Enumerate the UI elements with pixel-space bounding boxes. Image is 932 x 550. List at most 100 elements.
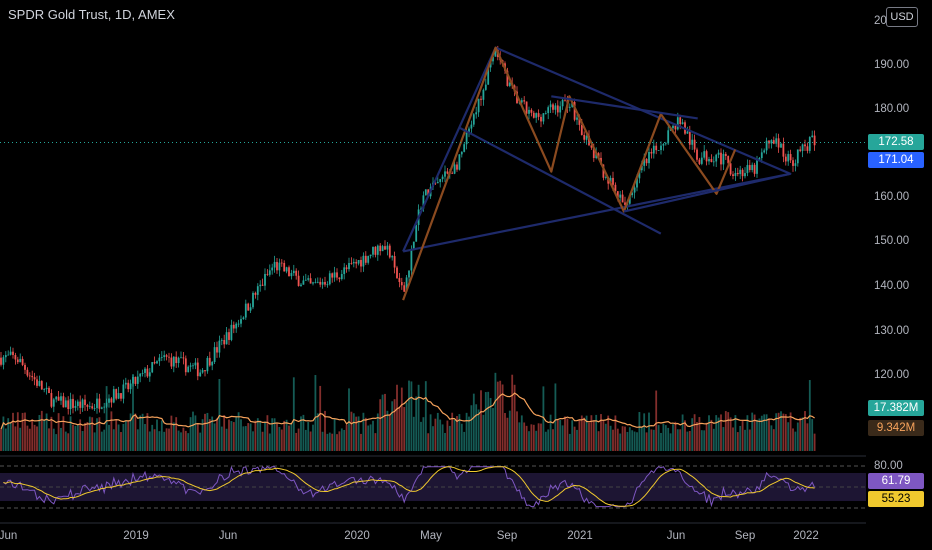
volume-bar bbox=[602, 420, 605, 451]
channel-line bbox=[551, 95, 698, 120]
volume-bar bbox=[141, 413, 144, 451]
volume-bar bbox=[364, 417, 367, 451]
volume-bar bbox=[381, 394, 384, 451]
volume-bar bbox=[453, 419, 456, 451]
candle-body bbox=[232, 324, 235, 329]
volume-bar bbox=[684, 420, 686, 451]
volume-bar bbox=[434, 418, 437, 451]
candle-body bbox=[31, 376, 34, 378]
candle-body bbox=[506, 70, 509, 86]
volume-bar bbox=[537, 423, 540, 451]
candle-body bbox=[672, 125, 674, 129]
volume-bar bbox=[69, 416, 72, 451]
candle-body bbox=[655, 145, 658, 151]
volume-bar bbox=[196, 424, 199, 451]
volume-bar bbox=[136, 429, 139, 451]
volume-bar bbox=[628, 427, 631, 451]
candle-body bbox=[420, 208, 422, 210]
candle-body bbox=[679, 117, 682, 125]
currency-button[interactable]: USD bbox=[886, 7, 918, 27]
volume-bar bbox=[804, 411, 806, 451]
volume-bar bbox=[523, 422, 526, 451]
candle-body bbox=[326, 284, 329, 286]
candle-body bbox=[288, 267, 290, 277]
candle-body bbox=[376, 245, 379, 255]
volume-bar bbox=[451, 412, 454, 451]
volume-bar bbox=[504, 412, 506, 451]
volume-bar bbox=[691, 418, 694, 451]
rsi-value-tag: 61.79 bbox=[868, 473, 924, 489]
volume-bar bbox=[619, 433, 622, 451]
volume-bar bbox=[588, 422, 590, 451]
volume-bar bbox=[345, 424, 348, 451]
volume-bar bbox=[432, 426, 434, 451]
candle-body bbox=[244, 303, 247, 318]
candle-body bbox=[540, 116, 542, 122]
candle-body bbox=[194, 362, 197, 366]
volume-bar bbox=[729, 417, 732, 451]
volume-bar bbox=[777, 412, 780, 451]
candle-body bbox=[804, 144, 806, 147]
price-axis-label: 180.00 bbox=[874, 103, 910, 115]
candle-body bbox=[424, 189, 427, 196]
volume-bar bbox=[321, 431, 324, 451]
candle-body bbox=[482, 89, 485, 100]
candle-body bbox=[396, 267, 398, 279]
candle-body bbox=[633, 187, 636, 193]
candle-body bbox=[362, 255, 365, 267]
volume-bar bbox=[465, 412, 468, 451]
candle-body bbox=[108, 398, 110, 403]
volume-bar bbox=[146, 413, 149, 451]
volume-bar bbox=[319, 385, 322, 451]
candle-body bbox=[19, 358, 22, 363]
volume-bar bbox=[314, 375, 317, 451]
volume-bar bbox=[508, 410, 511, 451]
volume-bar bbox=[223, 415, 226, 451]
candle-body bbox=[76, 401, 79, 406]
volume-bar bbox=[626, 431, 629, 451]
volume-bar bbox=[148, 431, 151, 451]
volume-bar bbox=[398, 407, 401, 451]
volume-bar bbox=[103, 429, 106, 451]
candle-body bbox=[172, 356, 175, 367]
volume-bar bbox=[412, 416, 415, 451]
volume-bar bbox=[122, 423, 125, 451]
candle-body bbox=[532, 112, 535, 118]
candle-body bbox=[787, 154, 790, 162]
volume-bar bbox=[307, 421, 310, 451]
volume-bar bbox=[645, 432, 648, 451]
volume-bar bbox=[38, 415, 41, 451]
candle-body bbox=[168, 356, 170, 358]
volume-bar bbox=[633, 431, 636, 451]
volume-bar bbox=[376, 413, 379, 451]
candle-body bbox=[352, 261, 355, 264]
candle-body bbox=[338, 277, 341, 280]
volume-bar bbox=[232, 422, 235, 451]
volume-bar bbox=[168, 428, 170, 451]
volume-bar bbox=[715, 415, 718, 451]
candle-body bbox=[79, 401, 82, 408]
volume-bar bbox=[249, 423, 252, 451]
volume-bar bbox=[568, 433, 571, 451]
volume-bar bbox=[525, 425, 528, 451]
candle-body bbox=[192, 365, 194, 367]
volume-bar bbox=[132, 374, 134, 451]
candle-body bbox=[16, 359, 19, 363]
candle-body bbox=[50, 393, 53, 407]
volume-bar bbox=[708, 415, 710, 451]
candle-body bbox=[643, 158, 646, 166]
candle-body bbox=[662, 144, 665, 146]
candle-body bbox=[652, 145, 655, 154]
volume-bar bbox=[784, 414, 787, 451]
candle-body bbox=[319, 281, 322, 285]
candle-body bbox=[619, 194, 622, 198]
volume-bar bbox=[571, 420, 574, 451]
volume-bar bbox=[266, 415, 269, 451]
volume-bar bbox=[564, 416, 566, 451]
volume-bar bbox=[324, 410, 326, 451]
candle-body bbox=[254, 292, 257, 295]
candle-body bbox=[427, 189, 430, 197]
candle-body bbox=[681, 122, 684, 125]
candle-body bbox=[45, 387, 48, 390]
